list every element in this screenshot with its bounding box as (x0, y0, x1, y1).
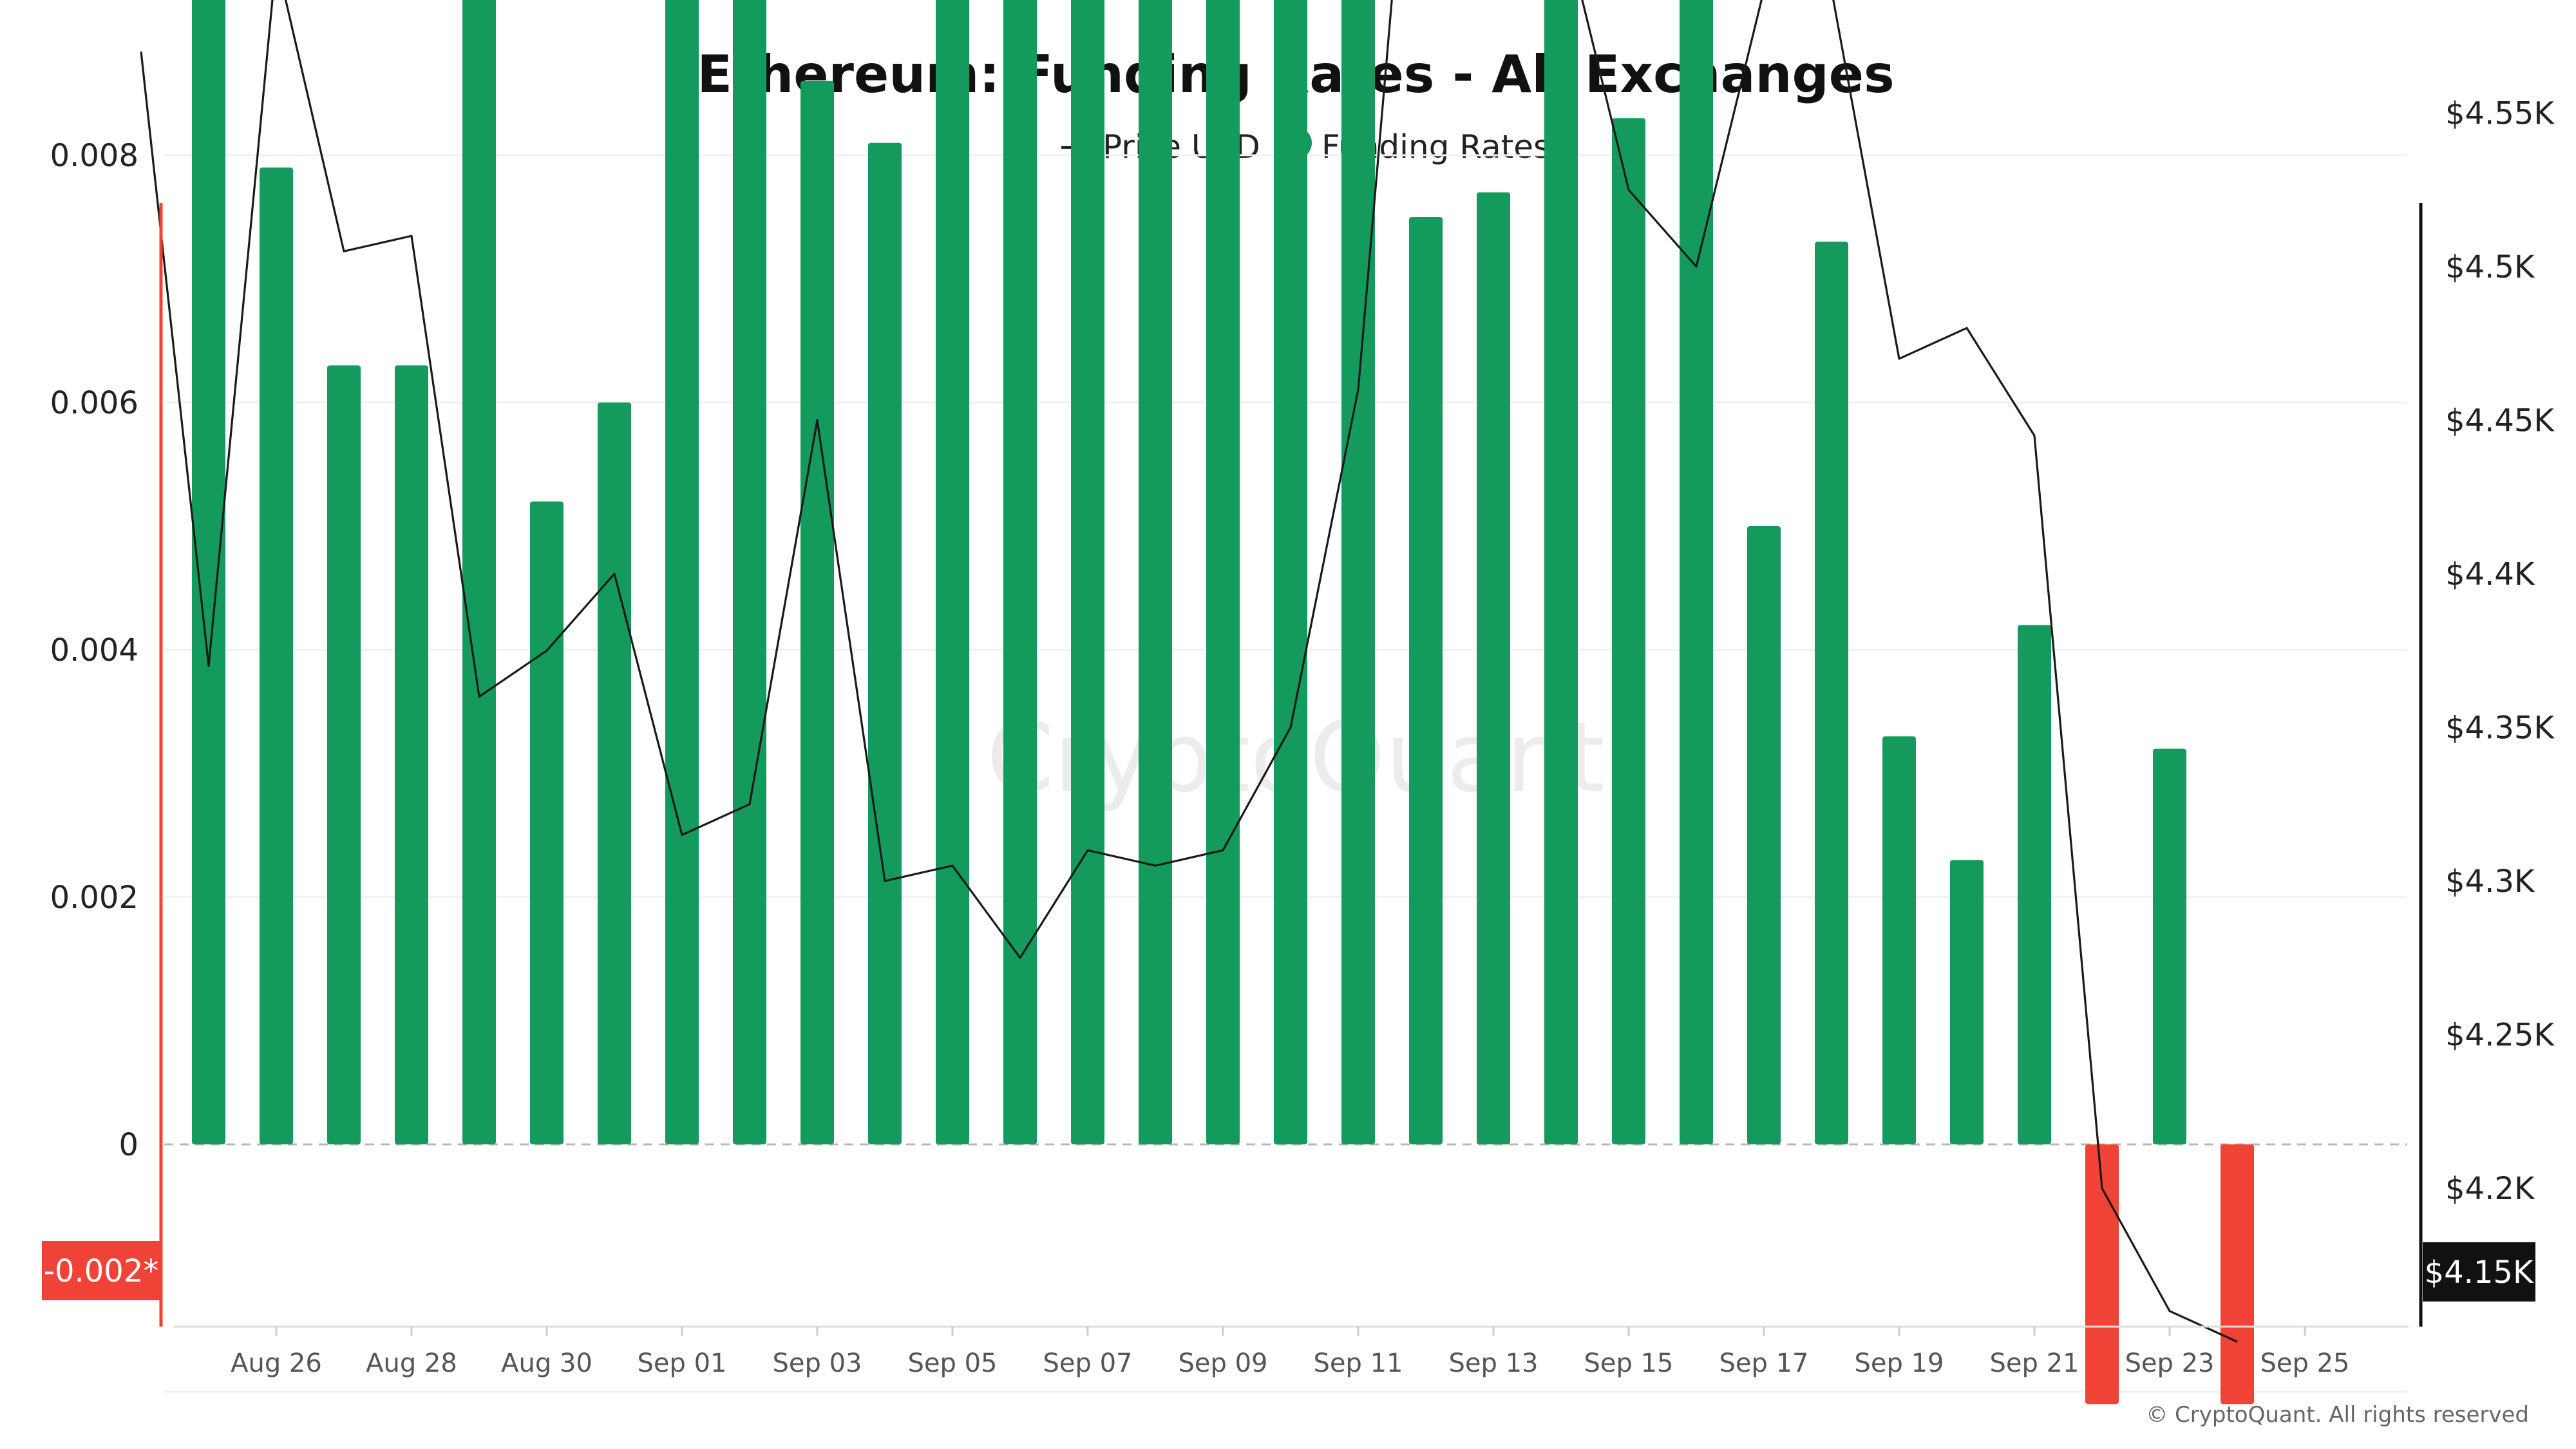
funding-rate-bar[interactable] (1882, 736, 1916, 1144)
y-right-tick-label: $4.5K (2445, 249, 2535, 285)
x-tick-label: Sep 05 (907, 1349, 997, 1378)
funding-rate-bar[interactable] (1815, 242, 1848, 1144)
x-ticks: Aug 26 Aug 28 Aug 30 Sep 01 Sep 03 Sep 05 Sep … (231, 1327, 2350, 1378)
x-tick-label: Sep 19 (1854, 1349, 1944, 1378)
current-value-left-badge: -0.002* (42, 1241, 161, 1300)
funding-rate-bar[interactable] (395, 365, 428, 1144)
funding-rate-bar[interactable] (2018, 625, 2051, 1144)
y-right-tick-label: $4.45K (2445, 403, 2555, 439)
funding-rate-bar[interactable] (1341, 0, 1375, 1144)
current-value-right-text: $4.15K (2425, 1255, 2534, 1291)
funding-rate-bar[interactable] (1071, 0, 1104, 1144)
y-left-tick-label: 0.002 (50, 880, 138, 916)
y-right-tick-label: $4.2K (2445, 1171, 2535, 1207)
x-tick-label: Sep 15 (1584, 1349, 1673, 1378)
y-left-tick-label: 0.008 (50, 138, 138, 174)
x-tick-label: Sep 11 (1313, 1349, 1403, 1378)
funding-rate-bar[interactable] (1003, 0, 1037, 1144)
x-tick-label: Sep 23 (2125, 1349, 2214, 1378)
x-tick-label: Aug 28 (366, 1349, 457, 1378)
funding-rate-bar[interactable] (1477, 192, 1510, 1145)
copyright-text: © CryptoQuant. All rights reserved (2146, 1402, 2529, 1428)
funding-rate-bar[interactable] (936, 0, 969, 1144)
funding-rate-bar[interactable] (1409, 217, 1443, 1144)
funding-rate-bar[interactable] (530, 501, 564, 1144)
funding-rate-bar[interactable] (1612, 118, 1645, 1144)
x-tick-label: Sep 07 (1043, 1349, 1132, 1378)
funding-rate-bar[interactable] (1680, 0, 1713, 1144)
y-right-ticks: $4.8K$4.75K$4.7K$4.65K$4.6K$4.55K$4.5K$4… (2445, 96, 2555, 1208)
funding-rate-bar[interactable] (260, 167, 293, 1145)
x-tick-label: Sep 21 (1989, 1349, 2079, 1378)
current-value-right-badge: $4.15K (2423, 1242, 2535, 1302)
y-right-tick-label: $4.3K (2445, 864, 2535, 900)
funding-rate-bar[interactable] (1206, 0, 1240, 1144)
funding-rate-bar[interactable] (2221, 1144, 2254, 1405)
funding-rate-bar[interactable] (192, 0, 225, 1144)
funding-rate-bar[interactable] (733, 0, 766, 1144)
y-left-tick-label: 0 (118, 1127, 138, 1163)
funding-rate-bar[interactable] (462, 0, 496, 1144)
y-left-tick-label: 0.006 (50, 385, 138, 421)
funding-rate-bar[interactable] (2085, 1144, 2119, 1405)
x-tick-label: Aug 26 (231, 1349, 322, 1378)
funding-rate-bar[interactable] (327, 365, 361, 1144)
price-line-group (140, 0, 2238, 1343)
funding-rate-bar[interactable] (1274, 0, 1307, 1144)
y-right-tick-label: $4.4K (2445, 556, 2535, 592)
funding-rate-bar[interactable] (665, 0, 699, 1144)
x-tick-label: Sep 17 (1719, 1349, 1808, 1378)
funding-rate-bar[interactable] (1950, 860, 1984, 1144)
x-tick-label: Aug 30 (501, 1349, 592, 1378)
x-tick-label: Sep 03 (772, 1349, 862, 1378)
x-tick-label: Sep 09 (1178, 1349, 1267, 1378)
x-tick-label: Sep 25 (2260, 1349, 2349, 1378)
current-value-left-text: -0.002* (44, 1253, 159, 1289)
funding-rate-bar[interactable] (598, 402, 631, 1144)
x-tick-label: Sep 13 (1448, 1349, 1538, 1378)
funding-rate-bar[interactable] (1139, 0, 1172, 1144)
price-line[interactable] (140, 0, 2238, 1343)
funding-rate-bar[interactable] (800, 80, 834, 1144)
funding-rate-bar[interactable] (2153, 748, 2186, 1144)
x-tick-label: Sep 01 (637, 1349, 726, 1378)
y-left-tick-label: 0.004 (50, 632, 138, 668)
funding-rate-bar[interactable] (1747, 526, 1781, 1144)
funding-rate-bars (192, 0, 2254, 1405)
y-right-tick-label: $4.55K (2445, 96, 2555, 132)
funding-rate-bar[interactable] (868, 142, 902, 1144)
funding-rate-bar[interactable] (1544, 0, 1578, 1144)
y-right-tick-label: $4.35K (2445, 710, 2555, 746)
y-right-tick-label: $4.25K (2445, 1018, 2555, 1054)
